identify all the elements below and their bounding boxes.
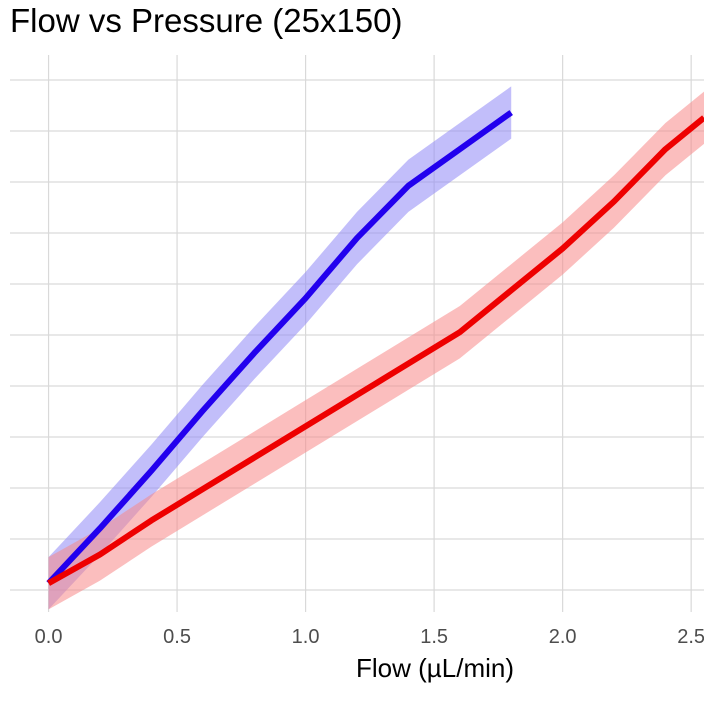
confidence-bands: [48, 86, 704, 610]
series-1-band: [48, 86, 512, 610]
x-tick-label: 2.0: [549, 626, 577, 648]
x-tick-label: 0.5: [163, 626, 191, 648]
series-lines: [46, 110, 704, 586]
chart-title: Flow vs Pressure (25x150): [10, 2, 403, 39]
series-1-line: [46, 110, 513, 586]
x-axis-ticks: 0.0 0.5 1.0 1.5 2.0 2.5: [35, 626, 704, 648]
x-tick-label: 2.5: [677, 626, 704, 648]
x-tick-label: 0.0: [35, 626, 63, 648]
series-2-line: [47, 115, 704, 586]
x-axis-title: Flow (µL/min): [356, 653, 514, 683]
x-tick-label: 1.5: [420, 626, 448, 648]
series-2-band: [48, 91, 704, 610]
x-tick-label: 1.0: [292, 626, 320, 648]
